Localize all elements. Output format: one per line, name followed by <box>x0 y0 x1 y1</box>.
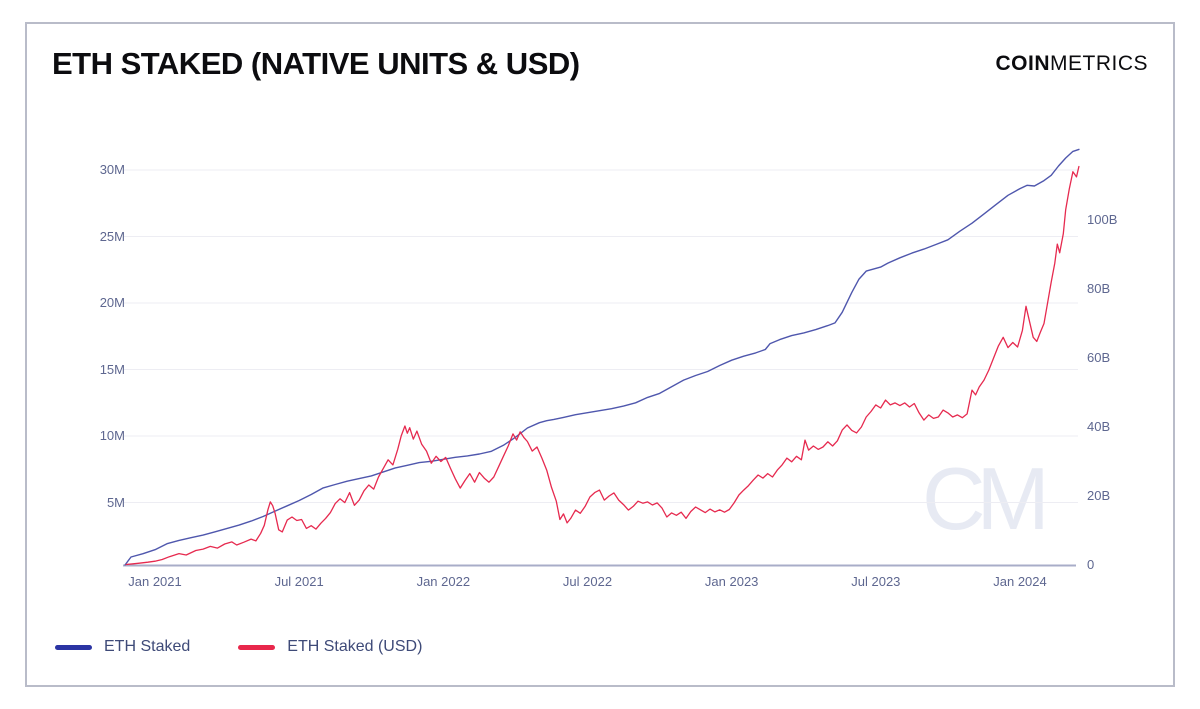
eth-staked-usd-line <box>125 165 1080 566</box>
y-axis-left-tick: 30M <box>99 162 125 177</box>
chart-card <box>25 22 1175 687</box>
eth-staked-line <box>124 148 1080 566</box>
cm-watermark: CM <box>922 449 1050 548</box>
x-axis-tick: Jul 2022 <box>562 574 613 589</box>
y-axis-right-tick: 40B <box>1087 419 1111 434</box>
x-axis-tick: Jan 2022 <box>416 574 471 589</box>
eth-staked-label: ETH Staked <box>104 638 191 655</box>
legend: ETH Staked ETH Staked (USD) <box>55 638 470 656</box>
x-axis-tick: Jan 2021 <box>128 574 182 589</box>
y-axis-right-tick: 80B <box>1087 281 1111 296</box>
logo-metrics: METRICS <box>1050 52 1148 75</box>
eth-staked-usd-swatch <box>238 644 276 650</box>
x-axis-tick: Jan 2023 <box>704 574 759 589</box>
y-axis-left-tick: 15M <box>99 361 125 377</box>
coinmetrics-logo: COINMETRICS <box>996 52 1149 76</box>
y-axis-right-tick: 20B <box>1087 488 1111 503</box>
eth-staked-swatch <box>55 644 92 650</box>
y-axis-left-tick: 10M <box>99 428 125 443</box>
y-axis-right-tick: 0 <box>1087 557 1095 572</box>
y-axis-left-tick: 25M <box>99 228 125 244</box>
y-axis-left-tick: 20M <box>99 295 125 310</box>
legend-item-eth-staked: ETH Staked <box>55 638 190 656</box>
y-axis-right-tick: 100B <box>1087 212 1118 227</box>
chart-title: ETH STAKED (NATIVE UNITS & USD) <box>52 46 580 81</box>
eth-staked-usd-label: ETH Staked (USD) <box>287 638 423 655</box>
x-axis-tick: Jul 2023 <box>851 574 901 589</box>
legend-item-eth-staked-usd: ETH Staked (USD) <box>238 638 422 656</box>
y-axis-right-tick: 60B <box>1087 350 1111 365</box>
gridlines <box>123 169 1078 503</box>
x-axis-tick: Jan 2024 <box>993 574 1047 589</box>
logo-coin: COIN <box>995 52 1050 75</box>
y-axis-left-tick: 5M <box>106 494 125 510</box>
x-axis-tick: Jul 2021 <box>274 574 324 589</box>
